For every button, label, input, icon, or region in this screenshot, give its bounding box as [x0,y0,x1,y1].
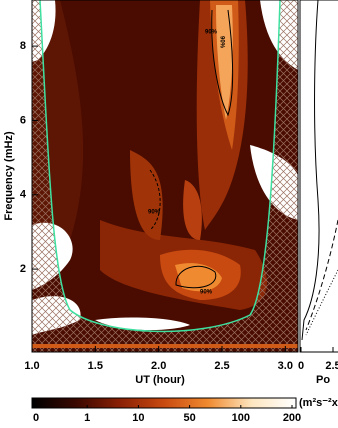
y-tick-label: 6 [20,114,26,126]
side-curve [305,219,338,331]
side-x-label: Po [316,374,330,386]
y-tick-label: 8 [20,40,26,52]
colorbar-label: (m²s⁻²x1 [299,397,338,409]
x-axis-label: UT (hour) [135,374,185,386]
side-panel-frame [299,0,338,353]
heatmap-field [32,0,298,352]
x-tick-label: 3.0 [278,360,293,372]
colorbar-tick-label: 0 [33,412,39,423]
side-x-tick-label: 2.5 [325,360,338,372]
side-curve [305,269,338,336]
y-tick-label: 4 [20,189,27,201]
x-tick-label: 1.5 [88,360,103,372]
y-tick-label: 2 [20,263,26,275]
side-x-tick-label: 0 [298,360,304,372]
contour-label: 90% [200,290,213,296]
colorbar-tick-label: 10 [132,412,144,423]
contour-label: 90% [205,30,218,36]
contour-label: 90% [218,36,224,49]
x-tick-label: 2.5 [214,360,229,372]
colorbar-tick-label: 100 [232,412,250,423]
colorbar-tick-label: 1 [84,412,90,423]
colorbar [31,397,297,409]
x-tick-label: 1.0 [24,360,39,372]
colorbar-tick-label: 50 [183,412,195,423]
plot-frame [31,0,299,353]
colorbar-tick-label: 200 [283,412,301,423]
side-curve [301,0,320,341]
x-tick-label: 2.0 [151,360,166,372]
y-axis-label: Frequency (mHz) [3,131,15,221]
contour-label: 90% [148,210,161,216]
